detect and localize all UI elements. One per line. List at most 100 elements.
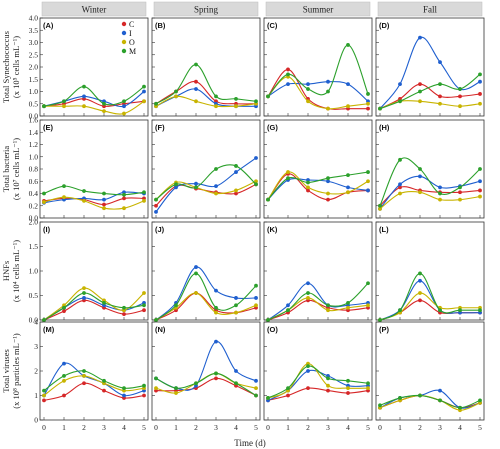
- legend-marker-i: [121, 30, 127, 36]
- data-point-o: [122, 206, 126, 211]
- data-point-m: [438, 398, 442, 403]
- data-point-o: [142, 99, 146, 104]
- data-point-i: [398, 82, 402, 87]
- x-tick-label: 2: [82, 423, 86, 432]
- x-tick-label: 5: [478, 423, 482, 432]
- data-point-o: [326, 106, 330, 111]
- data-point-m: [346, 378, 350, 383]
- data-point-o: [478, 101, 482, 106]
- data-point-c: [286, 393, 290, 398]
- data-point-m: [234, 303, 238, 308]
- y-tick-label: 2: [34, 367, 38, 376]
- data-point-i: [214, 288, 218, 293]
- data-point-m: [306, 364, 310, 368]
- data-point-o: [62, 378, 66, 383]
- data-point-m: [398, 157, 402, 162]
- y-axis-title-line: Total viruses: [1, 349, 11, 393]
- y-tick-label: 1.5: [29, 75, 39, 84]
- data-point-i: [398, 182, 402, 187]
- data-point-m: [418, 271, 422, 276]
- data-point-m: [398, 99, 402, 104]
- data-point-m: [122, 99, 126, 104]
- data-point-o: [142, 291, 146, 295]
- y-tick-label: 4: [34, 318, 38, 327]
- data-point-m: [142, 190, 146, 195]
- data-point-m: [366, 381, 370, 386]
- data-point-c: [194, 79, 198, 84]
- data-point-m: [174, 303, 178, 308]
- series-line-m: [155, 164, 257, 201]
- panel-label: (J): [155, 225, 165, 234]
- y-axis-title-line: Total Synechococcus: [1, 31, 11, 103]
- y-tick-label: 1: [34, 391, 38, 400]
- data-point-m: [102, 378, 106, 383]
- y-tick-label: 3: [34, 342, 38, 351]
- data-point-c: [142, 308, 146, 313]
- data-point-m: [214, 305, 218, 310]
- data-point-o: [174, 391, 178, 395]
- x-tick-label: 3: [326, 423, 330, 432]
- data-point-i: [194, 181, 198, 186]
- x-tick-label: 5: [142, 423, 146, 432]
- data-point-c: [418, 82, 422, 87]
- data-point-i: [62, 361, 66, 366]
- data-point-o: [346, 190, 350, 195]
- data-point-m: [478, 398, 482, 403]
- data-point-m: [122, 192, 126, 197]
- data-point-i: [366, 188, 370, 193]
- panel-e: (E) 0.0 0.2 0.4 0.6 0.8 1.0 1.2 1.4 1.6: [29, 116, 149, 223]
- x-tick-label: 5: [254, 423, 258, 432]
- y-axis-title-line: (x 10⁷ cells mL⁻¹): [11, 138, 21, 200]
- data-point-o: [326, 191, 330, 196]
- data-point-i: [142, 89, 146, 94]
- panel-frame: [39, 221, 149, 321]
- data-point-m: [214, 167, 218, 171]
- x-tick-label: 0: [266, 423, 270, 432]
- y-tick-label: 2.0: [29, 63, 39, 72]
- data-point-o: [174, 94, 178, 99]
- data-point-m: [254, 182, 258, 187]
- data-point-i: [478, 79, 482, 84]
- data-point-c: [346, 391, 350, 395]
- data-point-o: [458, 197, 462, 202]
- data-point-m: [286, 72, 290, 77]
- panel-j: (J): [151, 221, 261, 322]
- data-point-m: [306, 87, 310, 91]
- data-point-o: [102, 109, 106, 113]
- data-point-o: [438, 101, 442, 106]
- data-point-o: [418, 190, 422, 195]
- data-point-m: [478, 72, 482, 77]
- panel-frame: [263, 119, 373, 219]
- data-point-m: [214, 94, 218, 99]
- data-point-m: [194, 381, 198, 386]
- panel-label: (P): [379, 325, 390, 334]
- data-point-m: [458, 185, 462, 190]
- x-tick-label: 0: [154, 423, 158, 432]
- data-point-c: [62, 309, 66, 314]
- data-point-o: [42, 393, 46, 398]
- data-point-c: [438, 94, 442, 99]
- y-tick-label: 4.0: [29, 14, 39, 23]
- data-point-i: [438, 185, 442, 190]
- data-point-c: [306, 188, 310, 193]
- panel-label: (O): [267, 325, 278, 334]
- data-point-m: [42, 318, 46, 322]
- data-point-i: [286, 303, 290, 308]
- series-line-i: [155, 157, 257, 213]
- data-point-m: [154, 376, 158, 381]
- panel-label: (C): [267, 21, 278, 30]
- legend-marker-o: [121, 39, 127, 45]
- data-point-m: [42, 191, 46, 196]
- legend-label: O: [129, 38, 135, 47]
- y-tick-label: 2.5: [29, 50, 39, 59]
- data-point-o: [378, 206, 382, 211]
- panel-m: (M) 0 1 2 3 4 0 1 2 3 4 5: [34, 318, 149, 432]
- x-tick-label: 3: [438, 423, 442, 432]
- x-tick-label: 1: [286, 423, 290, 432]
- panel-c: (C): [263, 17, 373, 117]
- season-label: Fall: [423, 5, 438, 15]
- data-point-m: [286, 308, 290, 313]
- panel-label: (A): [43, 21, 54, 30]
- x-tick-label: 0: [42, 423, 46, 432]
